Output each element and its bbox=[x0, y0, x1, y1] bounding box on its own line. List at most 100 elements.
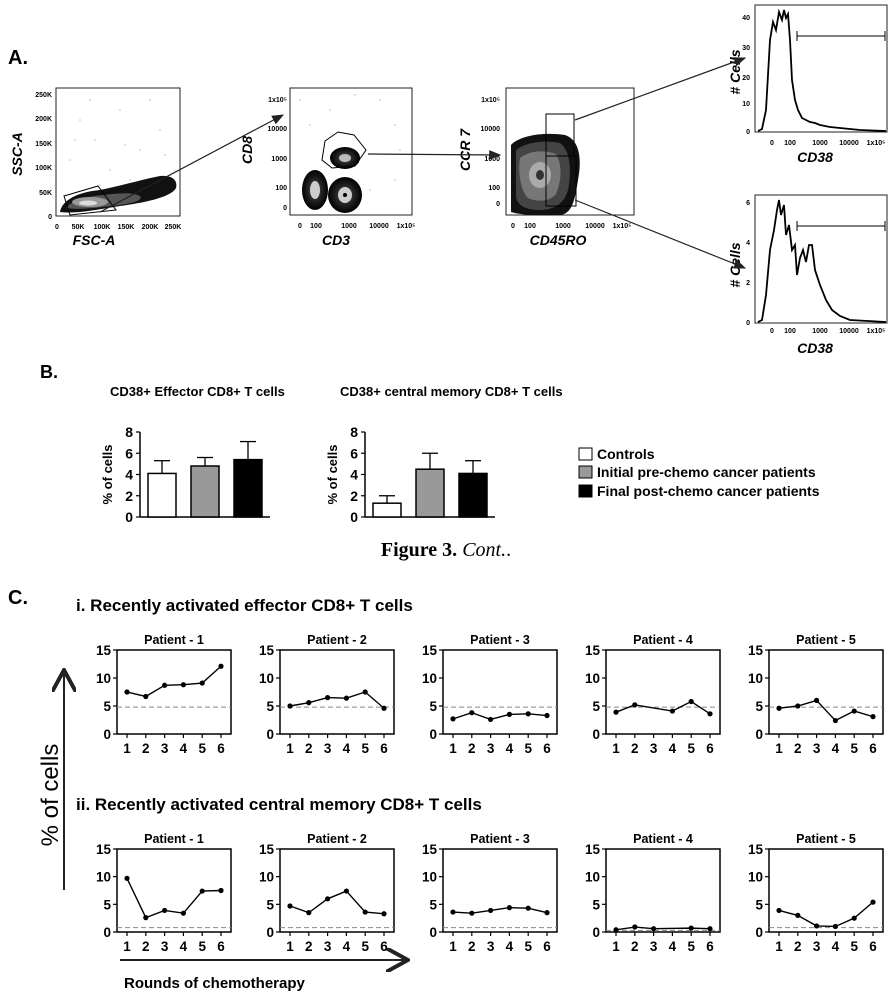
histogram-cd38-top: 40 30 20 10 0 0 100 1000 10000 1x10⁵ CD3… bbox=[727, 4, 888, 165]
series-line bbox=[126, 878, 222, 919]
tick-label: 1x10⁵ bbox=[268, 97, 287, 104]
x-tick-label: 5 bbox=[361, 741, 369, 756]
y-tick-label: 4 bbox=[350, 467, 358, 483]
tick-label: 1x10⁵ bbox=[481, 97, 500, 104]
x-tick-label: 3 bbox=[161, 741, 169, 756]
chart-title: CD38+ central memory CD8+ T cells bbox=[340, 384, 563, 399]
y-tick-label: 10 bbox=[748, 671, 763, 686]
x-tick-label: 5 bbox=[687, 939, 695, 954]
series-line bbox=[615, 926, 711, 931]
legend-label-controls: Controls bbox=[597, 446, 655, 462]
x-tick-label: 5 bbox=[198, 741, 206, 756]
x-tick-label: 3 bbox=[487, 939, 495, 954]
tick-label: 200K bbox=[35, 116, 52, 123]
data-point bbox=[632, 924, 638, 930]
x-tick-label: 6 bbox=[380, 741, 388, 756]
series-line bbox=[452, 711, 548, 721]
x-tick-label: 4 bbox=[669, 741, 677, 756]
row-title-central-memory: ii. Recently activated central memory CD… bbox=[76, 795, 482, 814]
y-tick-label: 15 bbox=[422, 643, 438, 658]
data-point bbox=[488, 907, 494, 914]
tick-label: 1x10⁵ bbox=[613, 223, 632, 230]
series-line bbox=[452, 906, 548, 914]
y-tick-label: 10 bbox=[748, 870, 763, 885]
data-point bbox=[814, 923, 820, 929]
y-tick-label: 10 bbox=[259, 870, 274, 885]
y-axis-label: % of cells bbox=[37, 744, 64, 847]
y-tick-label: 15 bbox=[748, 643, 764, 658]
tick-label: 0 bbox=[770, 140, 774, 147]
tick-label: 1000 bbox=[812, 140, 828, 147]
y-tick-label: 0 bbox=[125, 509, 133, 525]
tick-label: 10000 bbox=[585, 223, 605, 230]
y-tick-label: 15 bbox=[585, 842, 601, 857]
y-tick-label: 5 bbox=[592, 897, 600, 912]
data-point bbox=[688, 698, 694, 705]
y-tick-label: 5 bbox=[266, 897, 274, 912]
y-tick-label: 10 bbox=[96, 671, 111, 686]
tick-label: 30 bbox=[742, 45, 750, 52]
y-tick-label: 5 bbox=[103, 897, 111, 912]
y-tick-label: 0 bbox=[429, 925, 437, 940]
flow-plot-cd45ro-ccr7: 1x10⁵ 10000 1000 100 0 0 100 1000 10000 … bbox=[457, 87, 635, 248]
y-tick-label: 0 bbox=[350, 509, 358, 525]
data-point bbox=[870, 714, 876, 720]
y-tick-label: 15 bbox=[422, 842, 438, 857]
y-tick-label: 15 bbox=[259, 643, 275, 658]
x-tick-label: 2 bbox=[631, 939, 639, 954]
tick-label: 100 bbox=[784, 140, 796, 147]
x-tick-label: 4 bbox=[832, 939, 840, 954]
y-tick-label: 0 bbox=[103, 727, 111, 742]
data-point bbox=[199, 680, 205, 686]
x-tick-label: 2 bbox=[305, 939, 313, 954]
x-tick-label: 3 bbox=[813, 939, 821, 954]
x-tick-label: 4 bbox=[506, 939, 514, 954]
data-point bbox=[306, 910, 312, 916]
y-tick-label: 2 bbox=[350, 488, 358, 504]
tick-label: 100K bbox=[94, 224, 111, 231]
tick-label: 6 bbox=[746, 200, 750, 207]
data-point bbox=[506, 711, 512, 718]
x-tick-label: 3 bbox=[813, 741, 821, 756]
series-line bbox=[615, 700, 711, 715]
x-tick-label: 2 bbox=[142, 939, 150, 954]
data-point bbox=[525, 905, 531, 911]
data-point bbox=[776, 907, 782, 914]
x-tick-label: 5 bbox=[198, 939, 206, 954]
legend-label-initial: Initial pre-chemo cancer patients bbox=[597, 464, 816, 480]
y-tick-label: 0 bbox=[266, 925, 274, 940]
tick-label: 10000 bbox=[481, 126, 501, 133]
data-point bbox=[325, 695, 331, 701]
axis-label-y: SSC-A bbox=[9, 132, 25, 176]
y-tick-label: 10 bbox=[585, 870, 600, 885]
y-tick-label: 15 bbox=[748, 842, 764, 857]
x-tick-label: 3 bbox=[324, 939, 332, 954]
tick-label: 2 bbox=[746, 280, 750, 287]
gating-arrow bbox=[99, 114, 285, 213]
gating-arrow bbox=[574, 199, 747, 269]
series-line bbox=[778, 699, 874, 722]
data-point bbox=[343, 888, 349, 894]
y-tick-label: 0 bbox=[592, 727, 600, 742]
y-tick-label: 5 bbox=[755, 699, 763, 714]
plot-frame bbox=[279, 649, 395, 735]
data-point bbox=[707, 926, 713, 932]
data-point bbox=[544, 910, 550, 916]
data-point bbox=[450, 716, 456, 722]
data-point bbox=[325, 896, 331, 902]
tick-label: 0 bbox=[283, 205, 287, 212]
y-tick-label: 5 bbox=[592, 699, 600, 714]
x-tick-label: 5 bbox=[850, 741, 858, 756]
data-point bbox=[669, 708, 676, 714]
data-point bbox=[218, 887, 224, 894]
figure-caption: Figure 3. Cont.. bbox=[381, 539, 511, 561]
x-tick-label: 2 bbox=[794, 741, 802, 756]
axis-label-x: FSC-A bbox=[73, 232, 116, 248]
x-tick-label: 6 bbox=[217, 741, 225, 756]
chart-title: Patient - 5 bbox=[796, 832, 856, 846]
chart-title: Patient - 3 bbox=[470, 832, 530, 846]
